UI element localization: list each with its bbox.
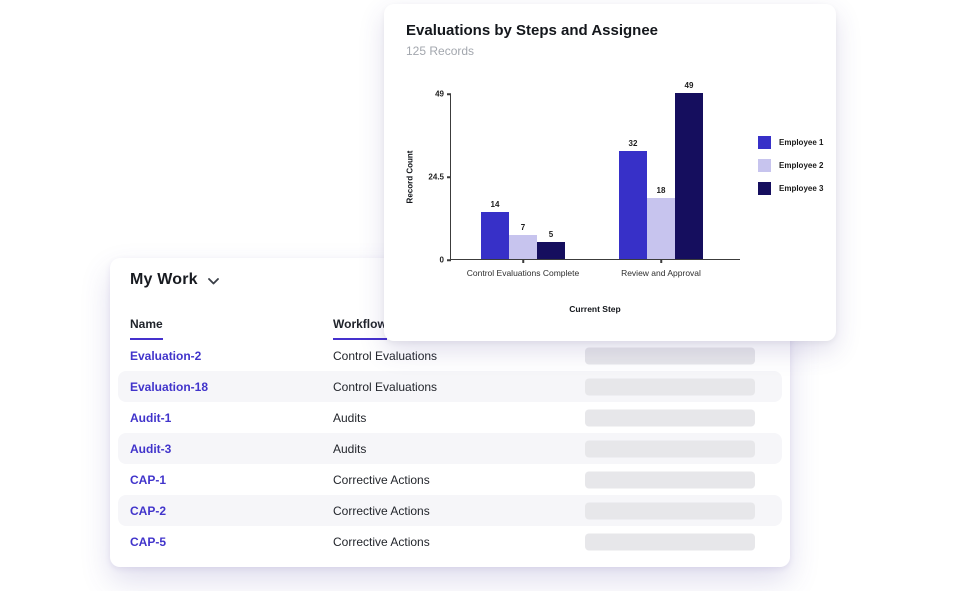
chart-record-count: 125 Records bbox=[406, 44, 475, 58]
table-row: CAP-2 Corrective Actions bbox=[110, 495, 790, 526]
chevron-down-icon bbox=[207, 272, 219, 290]
table-row: Audit-3 Audits bbox=[110, 433, 790, 464]
record-link[interactable]: Evaluation-18 bbox=[130, 379, 209, 394]
table-row: CAP-1 Corrective Actions bbox=[110, 464, 790, 495]
loading-skeleton bbox=[585, 502, 755, 519]
loading-skeleton bbox=[585, 347, 755, 364]
legend-label: Employee 2 bbox=[779, 161, 824, 170]
workflow-cell: Corrective Actions bbox=[333, 534, 430, 549]
table-row: CAP-5 Corrective Actions bbox=[110, 526, 790, 557]
y-tick-label: 24.5 bbox=[428, 172, 444, 182]
chart-title: Evaluations by Steps and Assignee bbox=[406, 22, 659, 39]
column-header-name[interactable]: Name bbox=[130, 317, 163, 340]
loading-skeleton bbox=[585, 409, 755, 426]
record-link[interactable]: CAP-1 bbox=[130, 472, 167, 487]
workflow-cell: Corrective Actions bbox=[333, 472, 430, 487]
chart-legend: Employee 1 Employee 2 Employee 3 bbox=[758, 136, 823, 195]
loading-skeleton bbox=[585, 533, 755, 550]
bar-value-label: 7 bbox=[520, 223, 526, 232]
workflow-cell: Audits bbox=[333, 441, 367, 456]
bar-group: 14 7 5 bbox=[481, 200, 565, 259]
workflow-cell: Control Evaluations bbox=[333, 379, 438, 394]
record-link[interactable]: Audit-3 bbox=[130, 441, 172, 456]
bar-employee-1: 32 bbox=[619, 139, 647, 259]
legend-item: Employee 1 bbox=[758, 136, 823, 149]
bar-group: 32 18 49 bbox=[619, 81, 703, 259]
legend-swatch-icon bbox=[758, 182, 771, 195]
record-link[interactable]: Audit-1 bbox=[130, 410, 172, 425]
x-tick-mark bbox=[660, 259, 662, 263]
bar-employee-2: 18 bbox=[647, 186, 675, 259]
loading-skeleton bbox=[585, 378, 755, 395]
my-work-dropdown[interactable]: My Work bbox=[130, 270, 219, 290]
table-header: Name Workflow bbox=[110, 317, 790, 340]
legend-label: Employee 3 bbox=[779, 184, 824, 193]
table-row: Audit-1 Audits bbox=[110, 402, 790, 433]
bar-employee-3: 5 bbox=[537, 230, 565, 259]
x-category-label: Control Evaluations Complete bbox=[466, 268, 580, 278]
legend-label: Employee 1 bbox=[779, 138, 824, 147]
y-axis-label: Record Count bbox=[405, 150, 415, 204]
workflow-cell: Corrective Actions bbox=[333, 503, 430, 518]
record-link[interactable]: Evaluation-2 bbox=[130, 348, 202, 363]
bar-value-label: 32 bbox=[628, 139, 638, 148]
table-body: Evaluation-2 Control Evaluations Evaluatio… bbox=[110, 340, 790, 557]
legend-swatch-icon bbox=[758, 159, 771, 172]
record-link[interactable]: CAP-5 bbox=[130, 534, 167, 549]
x-category-label: Review and Approval bbox=[621, 268, 701, 278]
chart-card: Evaluations by Steps and Assignee 125 Re… bbox=[384, 4, 836, 341]
y-tick-label: 49 bbox=[435, 89, 444, 99]
bar-value-label: 49 bbox=[684, 81, 694, 90]
y-tick-label: 0 bbox=[439, 255, 444, 265]
workflow-cell: Control Evaluations bbox=[333, 348, 438, 363]
record-link[interactable]: CAP-2 bbox=[130, 503, 167, 518]
y-tick-mark bbox=[447, 93, 451, 95]
legend-swatch-icon bbox=[758, 136, 771, 149]
bar-value-label: 18 bbox=[656, 186, 666, 195]
my-work-title: My Work bbox=[130, 271, 198, 288]
legend-item: Employee 2 bbox=[758, 159, 823, 172]
bar-employee-1: 14 bbox=[481, 200, 509, 259]
table-row: Evaluation-2 Control Evaluations bbox=[110, 340, 790, 371]
x-axis-label: Current Step bbox=[569, 304, 621, 314]
y-tick-mark bbox=[447, 176, 451, 178]
workflow-cell: Audits bbox=[333, 410, 367, 425]
plot-area: 0 24.5 49 14 7 5 Control Evaluations Complete 3… bbox=[428, 81, 740, 278]
loading-skeleton bbox=[585, 471, 755, 488]
legend-item: Employee 3 bbox=[758, 182, 823, 195]
column-header-workflow[interactable]: Workflow bbox=[333, 317, 387, 340]
loading-skeleton bbox=[585, 440, 755, 457]
bar-value-label: 14 bbox=[490, 200, 500, 209]
bar-value-label: 5 bbox=[548, 230, 554, 239]
table-row: Evaluation-18 Control Evaluations bbox=[110, 371, 790, 402]
bar-employee-3: 49 bbox=[675, 81, 703, 259]
x-tick-mark bbox=[522, 259, 524, 263]
y-tick-mark bbox=[447, 259, 451, 261]
bar-employee-2: 7 bbox=[509, 223, 537, 259]
